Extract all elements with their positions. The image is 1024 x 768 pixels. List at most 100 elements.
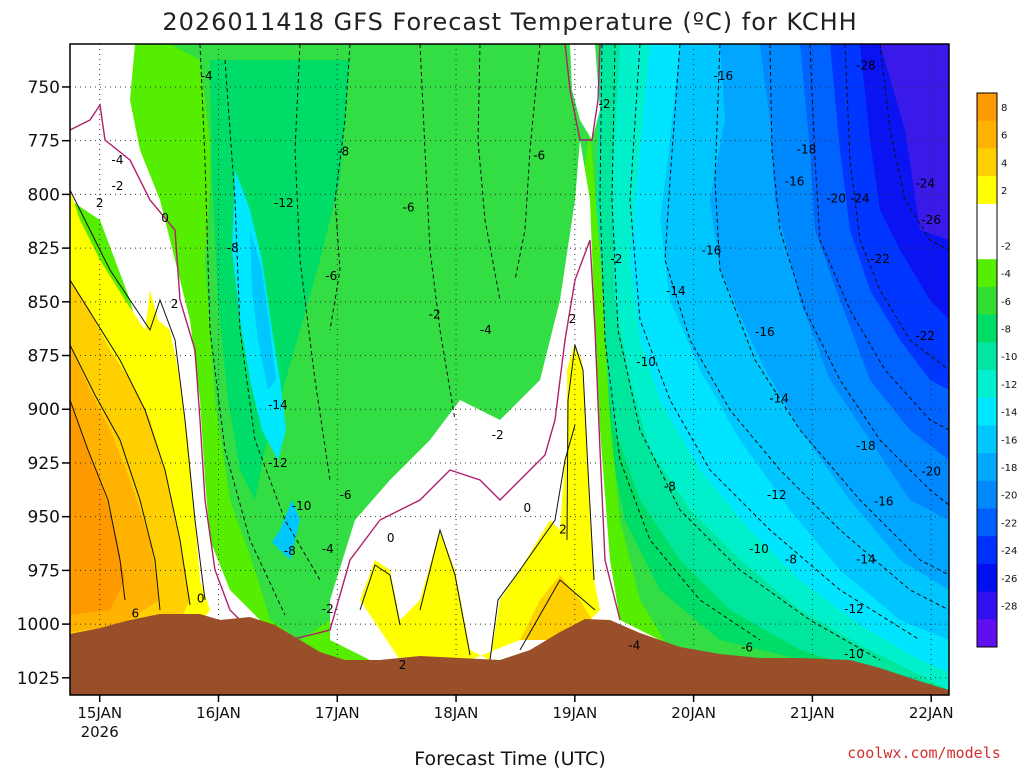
contour-label: -6 <box>741 641 753 655</box>
contour-label: -8 <box>664 480 676 494</box>
contour-label: -10 <box>844 647 864 661</box>
contour-label: -12 <box>274 196 294 210</box>
contour-label: -6 <box>403 200 415 214</box>
x-tick-label: 19JAN <box>552 704 597 722</box>
contour-label: -22 <box>915 329 935 343</box>
contour-label: -8 <box>284 544 296 558</box>
colorbar-label: -22 <box>1001 518 1017 529</box>
y-tick-label: 950 <box>28 508 60 528</box>
colorbar-swatch <box>977 314 997 343</box>
contour-label: -4 <box>112 153 124 167</box>
contour-label: -18 <box>856 439 876 453</box>
grid-lines <box>70 44 949 695</box>
colorbar-label: 2 <box>1001 186 1007 197</box>
contour-label: -2 <box>429 308 441 322</box>
contour-label: -14 <box>268 398 288 412</box>
contour-label: -2 <box>322 602 334 616</box>
colorbar-swatch <box>977 342 997 371</box>
contour-label: 2 <box>96 196 104 210</box>
colorbar-swatch <box>977 176 997 205</box>
contour-label: -24 <box>850 192 870 206</box>
contour-label: -2 <box>610 252 622 266</box>
colorbar-label: -28 <box>1001 601 1017 612</box>
contour-label: -14 <box>769 392 789 406</box>
y-tick-label: 900 <box>28 400 60 420</box>
contour-label: -2 <box>599 97 611 111</box>
colorbar-label: -2 <box>1001 241 1011 252</box>
contour-label: 2 <box>559 523 567 537</box>
colorbar-label: -14 <box>1001 408 1017 419</box>
contour-label: -10 <box>636 355 656 369</box>
contour-label: -8 <box>785 553 797 567</box>
contour-label: -16 <box>714 69 734 83</box>
contour-label: -10 <box>292 499 312 513</box>
contour-label: 0 <box>161 211 169 225</box>
colorbar-label: -6 <box>1001 297 1011 308</box>
contour-label: -12 <box>268 456 288 470</box>
colorbar-swatch <box>977 231 997 260</box>
colorbar-swatch <box>977 563 997 593</box>
y-tick-label: 925 <box>28 454 60 474</box>
x-tick-label: 20JAN <box>671 704 716 722</box>
colorbar-border <box>976 92 998 648</box>
colorbar-label: -20 <box>1001 491 1017 502</box>
contour-label: -20 <box>826 192 846 206</box>
contour-label: -12 <box>767 488 787 502</box>
contour-label: -16 <box>755 325 775 339</box>
x-tick-label: 18JAN <box>434 704 479 722</box>
colorbar-swatch <box>977 425 997 454</box>
y-tick-label: 825 <box>28 239 60 259</box>
colorbar-label: -24 <box>1001 546 1017 557</box>
contour-label: -14 <box>666 284 686 298</box>
region-plus-2-spike <box>567 345 595 600</box>
negative-contours <box>199 44 949 661</box>
contour-label: 6 <box>132 606 140 620</box>
x-tick-label: 17JAN <box>315 704 360 722</box>
colorbar-swatch <box>977 480 997 509</box>
colorbar-swatch <box>977 286 997 316</box>
colorbar-label: -12 <box>1001 380 1017 391</box>
region-plus-8-left <box>70 400 125 615</box>
x-tick-label: 21JAN <box>790 704 835 722</box>
plot-border <box>69 43 950 696</box>
plot-area: -4 -16-28-4-220-2-8 -6 -18-16-12 -6-20 -24-24… <box>70 44 949 695</box>
contour-label: -26 <box>921 213 941 227</box>
contour-label: -6 <box>325 269 337 283</box>
colorbar-label: -8 <box>1001 324 1011 335</box>
colorbar-swatch <box>977 370 997 399</box>
colorbar-swatch <box>977 93 997 122</box>
colorbar-label: -16 <box>1001 435 1017 446</box>
contour-label: 0 <box>523 501 531 515</box>
y-tick-label: 775 <box>28 132 60 152</box>
contour-label: -4 <box>201 69 213 83</box>
region-cold-core-3 <box>250 230 276 390</box>
colorbar-label: 4 <box>1001 158 1007 169</box>
contour-label: -12 <box>844 602 864 616</box>
colorbar-swatch <box>977 120 997 149</box>
colorbar-label: -26 <box>1001 574 1017 585</box>
contour-label: -16 <box>785 175 805 189</box>
colorbar-swatch <box>977 591 997 620</box>
contour-label: -6 <box>340 488 352 502</box>
x-tick-label: 16JAN <box>196 704 241 722</box>
colorbar-label: -10 <box>1001 352 1017 363</box>
contour-label: 2 <box>399 658 407 672</box>
contour-label: -2 <box>112 179 124 193</box>
colorbar-label: 6 <box>1001 131 1007 142</box>
region-white-top19 <box>570 44 600 140</box>
positive-contours <box>70 189 596 661</box>
y-tick-label: 800 <box>28 185 60 205</box>
contour-label: 0 <box>197 591 205 605</box>
contour-label: -28 <box>856 58 876 72</box>
y-tick-label: 850 <box>28 293 60 313</box>
contour-label: -16 <box>702 243 722 257</box>
colorbar-swatch <box>977 203 997 232</box>
contour-label: -6 <box>533 149 545 163</box>
contour-label: -4 <box>480 323 492 337</box>
y-axis: 750 775 800 825 850 875 900 925 950 975 1000 1025 <box>17 78 70 689</box>
y-tick-label: 750 <box>28 78 60 98</box>
y-tick-label: 975 <box>28 561 60 581</box>
contour-label: -8 <box>337 144 349 158</box>
